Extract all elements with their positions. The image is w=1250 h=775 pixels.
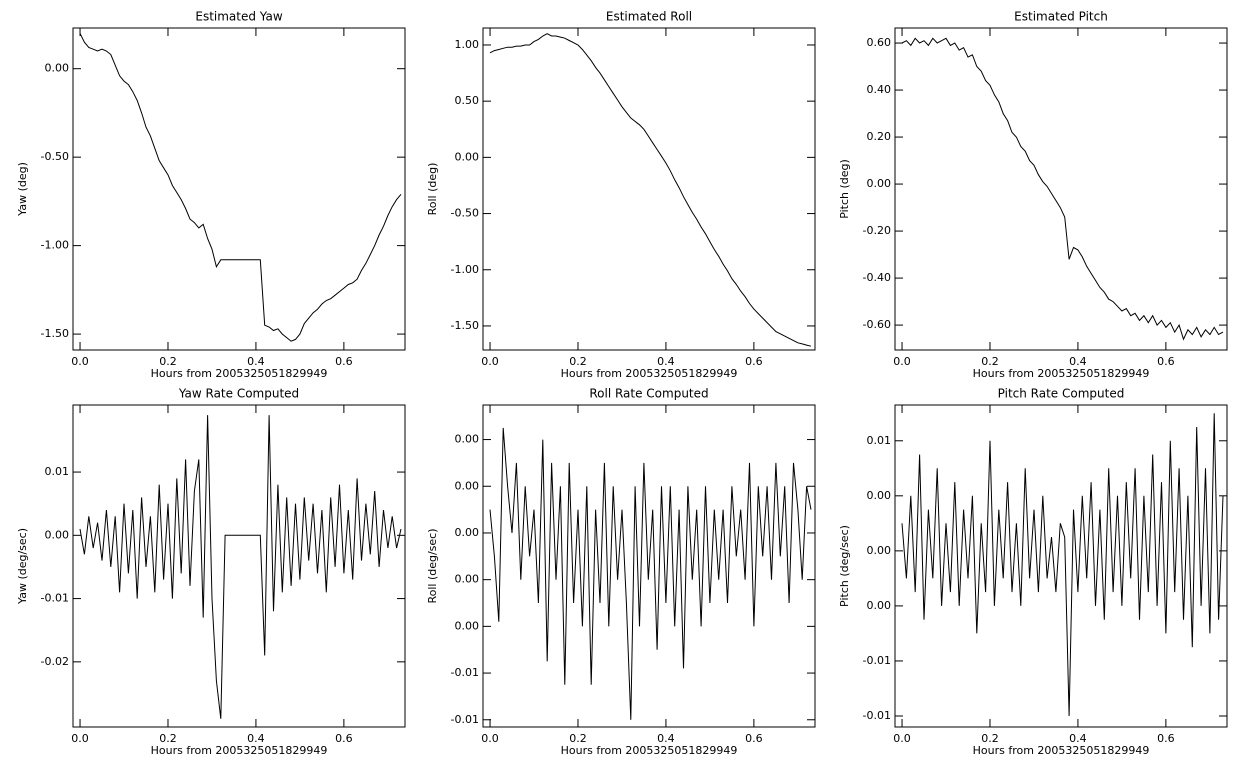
y-axis-label: Roll (deg) [426, 163, 439, 216]
y-tick-label: -0.02 [41, 655, 69, 668]
y-tick-label: -0.60 [863, 318, 891, 331]
y-tick-label: 1.00 [455, 38, 480, 51]
y-tick-label: 0.20 [867, 130, 892, 143]
x-tick-label: 0.2 [159, 732, 177, 745]
x-tick-label: 0.0 [481, 355, 499, 368]
y-tick-label: 0.60 [867, 36, 892, 49]
y-tick-label: 0.01 [867, 434, 892, 447]
x-tick-label: 0.2 [569, 732, 587, 745]
y-axis-label: Pitch (deg/sec) [838, 525, 851, 607]
x-tick-label: 0.0 [71, 732, 89, 745]
chart-title: Estimated Yaw [195, 10, 282, 24]
x-tick-label: 0.4 [247, 355, 265, 368]
x-tick-label: 0.2 [569, 355, 587, 368]
y-tick-label: 0.00 [45, 62, 70, 75]
x-tick-label: 0.0 [893, 732, 911, 745]
plot-frame [482, 404, 816, 728]
x-axis-label: Hours from 2005325051829949 [561, 367, 738, 380]
y-tick-label: 0.00 [455, 150, 480, 163]
x-axis-label: Hours from 2005325051829949 [561, 744, 738, 757]
y-tick-label: -0.50 [41, 150, 69, 163]
x-axis-label: Hours from 2005325051829949 [151, 367, 328, 380]
chart-title: Estimated Pitch [1014, 10, 1108, 24]
chart-title: Yaw Rate Computed [178, 387, 299, 401]
x-axis-label: Hours from 2005325051829949 [973, 744, 1150, 757]
y-tick-label: 0.00 [45, 528, 70, 541]
x-tick-label: 0.6 [745, 355, 763, 368]
x-tick-label: 0.6 [1157, 355, 1175, 368]
y-tick-label: -1.50 [451, 319, 479, 332]
x-tick-label: 0.0 [481, 732, 499, 745]
y-tick-label: -0.01 [451, 666, 479, 679]
x-tick-label: 0.4 [247, 732, 265, 745]
x-tick-label: 0.4 [657, 355, 675, 368]
y-tick-label: 0.00 [867, 544, 892, 557]
y-tick-label: 0.00 [455, 573, 480, 586]
y-tick-label: 0.01 [45, 465, 70, 478]
data-line [79, 33, 402, 342]
y-tick-label: 0.00 [867, 599, 892, 612]
y-tick-label: 0.00 [867, 177, 892, 190]
y-tick-label: 0.40 [867, 83, 892, 96]
y-tick-label: 0.00 [455, 433, 480, 446]
x-tick-label: 0.0 [71, 355, 89, 368]
y-tick-label: -0.01 [451, 713, 479, 726]
chart-title: Pitch Rate Computed [998, 387, 1125, 401]
data-line [489, 33, 812, 347]
data-line [901, 37, 1224, 341]
y-axis-label: Yaw (deg) [16, 162, 29, 217]
x-tick-label: 0.4 [1069, 732, 1087, 745]
y-tick-label: -0.50 [451, 207, 479, 220]
plot-frame [482, 27, 816, 351]
y-tick-label: 0.50 [455, 94, 480, 107]
y-axis-label: Roll (deg/sec) [426, 528, 439, 603]
x-tick-label: 0.2 [159, 355, 177, 368]
x-tick-label: 0.0 [893, 355, 911, 368]
y-tick-label: -0.20 [863, 224, 891, 237]
y-tick-label: 0.00 [455, 619, 480, 632]
x-axis-label: Hours from 2005325051829949 [973, 367, 1150, 380]
chart-title: Estimated Roll [606, 10, 692, 24]
plot-frame [72, 27, 406, 351]
x-tick-label: 0.4 [1069, 355, 1087, 368]
plot-frame [72, 404, 406, 728]
x-tick-label: 0.6 [745, 732, 763, 745]
data-line [79, 415, 402, 719]
y-tick-label: 0.00 [455, 526, 480, 539]
x-tick-label: 0.2 [981, 732, 999, 745]
y-tick-label: -0.01 [863, 654, 891, 667]
x-tick-label: 0.6 [335, 355, 353, 368]
x-tick-label: 0.6 [335, 732, 353, 745]
data-line [489, 427, 812, 720]
plot-frame [894, 27, 1228, 351]
x-tick-label: 0.4 [657, 732, 675, 745]
y-tick-label: -0.01 [863, 709, 891, 722]
data-line [901, 413, 1224, 717]
x-axis-label: Hours from 2005325051829949 [151, 744, 328, 757]
y-tick-label: 0.00 [455, 479, 480, 492]
x-tick-label: 0.6 [1157, 732, 1175, 745]
plot-frame [894, 404, 1228, 728]
x-tick-label: 0.2 [981, 355, 999, 368]
y-tick-label: 0.00 [867, 489, 892, 502]
y-tick-label: -1.00 [451, 263, 479, 276]
y-tick-label: -1.00 [41, 239, 69, 252]
y-tick-label: -1.50 [41, 327, 69, 340]
chart-title: Roll Rate Computed [589, 387, 708, 401]
y-tick-label: -0.40 [863, 271, 891, 284]
y-tick-label: -0.01 [41, 592, 69, 605]
y-axis-label: Pitch (deg) [838, 159, 851, 219]
y-axis-label: Yaw (deg/sec) [16, 528, 29, 605]
